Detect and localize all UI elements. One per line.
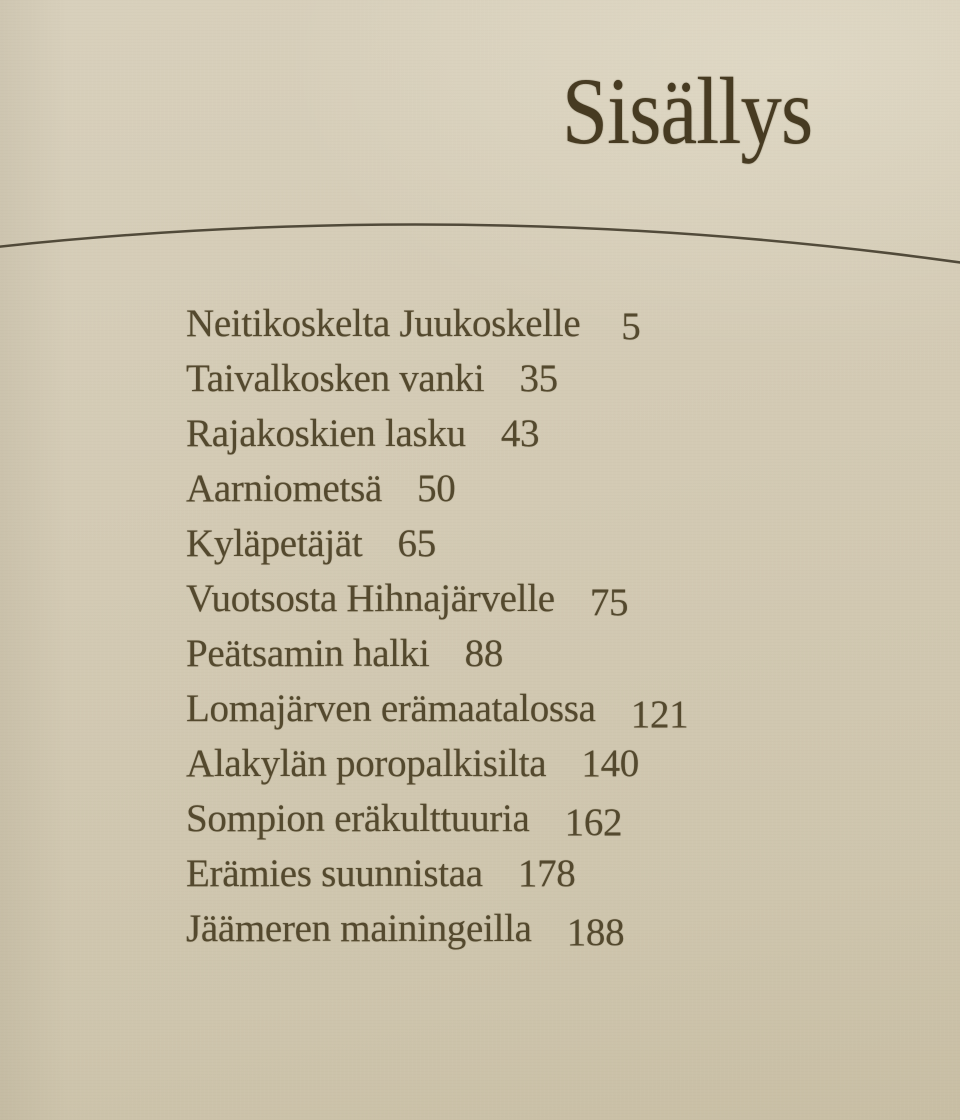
toc-entry-title: Taivalkosken vanki bbox=[186, 357, 485, 400]
toc-entry: Rajakoskien lasku 43 bbox=[186, 406, 688, 461]
toc-entry-title: Kyläpetäjät bbox=[186, 522, 363, 565]
toc-entry: Kyläpetäjät 65 bbox=[186, 516, 688, 571]
toc-entry-page-number: 75 bbox=[589, 581, 629, 624]
toc-entry: Neitikoskelta Juukoskelle 5 bbox=[186, 296, 688, 351]
toc-entry-title: Rajakoskien lasku bbox=[186, 412, 466, 455]
toc-entry-title: Vuotsosta Hihnajärvelle bbox=[186, 577, 555, 620]
toc-entry: Peätsamin halki 88 bbox=[186, 626, 688, 681]
toc-entry-title: Alakylän poropalkisilta bbox=[186, 742, 547, 785]
toc-entry-title: Neitikoskelta Juukoskelle bbox=[186, 302, 581, 345]
toc-entry: Lomajärven erämaatalossa 121 bbox=[186, 681, 689, 736]
page-title: Sisällys bbox=[562, 58, 813, 164]
toc-entry-title: Lomajärven erämaatalossa bbox=[186, 687, 596, 730]
toc-entry-page-number: 178 bbox=[517, 852, 576, 895]
toc-entry-title: Jäämeren mainingeilla bbox=[186, 907, 532, 950]
toc-entry-page-number: 65 bbox=[397, 522, 437, 565]
toc-entry: Erämies suunnistaa 178 bbox=[186, 846, 688, 901]
curved-divider-rule bbox=[0, 223, 960, 264]
toc-entry-page-number: 5 bbox=[621, 305, 641, 348]
table-of-contents: Neitikoskelta Juukoskelle 5 Taivalkosken … bbox=[186, 296, 689, 956]
toc-entry-title: Sompion eräkulttuuria bbox=[186, 797, 530, 840]
toc-entry: Jäämeren mainingeilla 188 bbox=[186, 901, 688, 956]
toc-entry: Sompion eräkulttuuria 162 bbox=[186, 791, 688, 846]
toc-entry: Alakylän poropalkisilta 140 bbox=[186, 736, 688, 791]
toc-entry: Aarniometsä 50 bbox=[186, 461, 688, 516]
toc-entry-page-number: 121 bbox=[630, 693, 689, 736]
toc-entry-page-number: 43 bbox=[500, 412, 540, 455]
toc-entry: Taivalkosken vanki 35 bbox=[186, 351, 688, 406]
toc-entry-page-number: 140 bbox=[581, 742, 639, 785]
toc-entry-page-number: 50 bbox=[417, 467, 456, 510]
toc-entry-title: Peätsamin halki bbox=[186, 632, 430, 675]
toc-entry-page-number: 188 bbox=[566, 911, 625, 954]
toc-entry-page-number: 35 bbox=[519, 357, 558, 400]
toc-entry-title: Aarniometsä bbox=[186, 467, 382, 510]
toc-entry-title: Erämies suunnistaa bbox=[186, 852, 483, 895]
toc-entry-page-number: 88 bbox=[464, 632, 504, 675]
toc-entry: Vuotsosta Hihnajärvelle 75 bbox=[186, 571, 688, 626]
toc-entry-page-number: 162 bbox=[564, 801, 623, 844]
